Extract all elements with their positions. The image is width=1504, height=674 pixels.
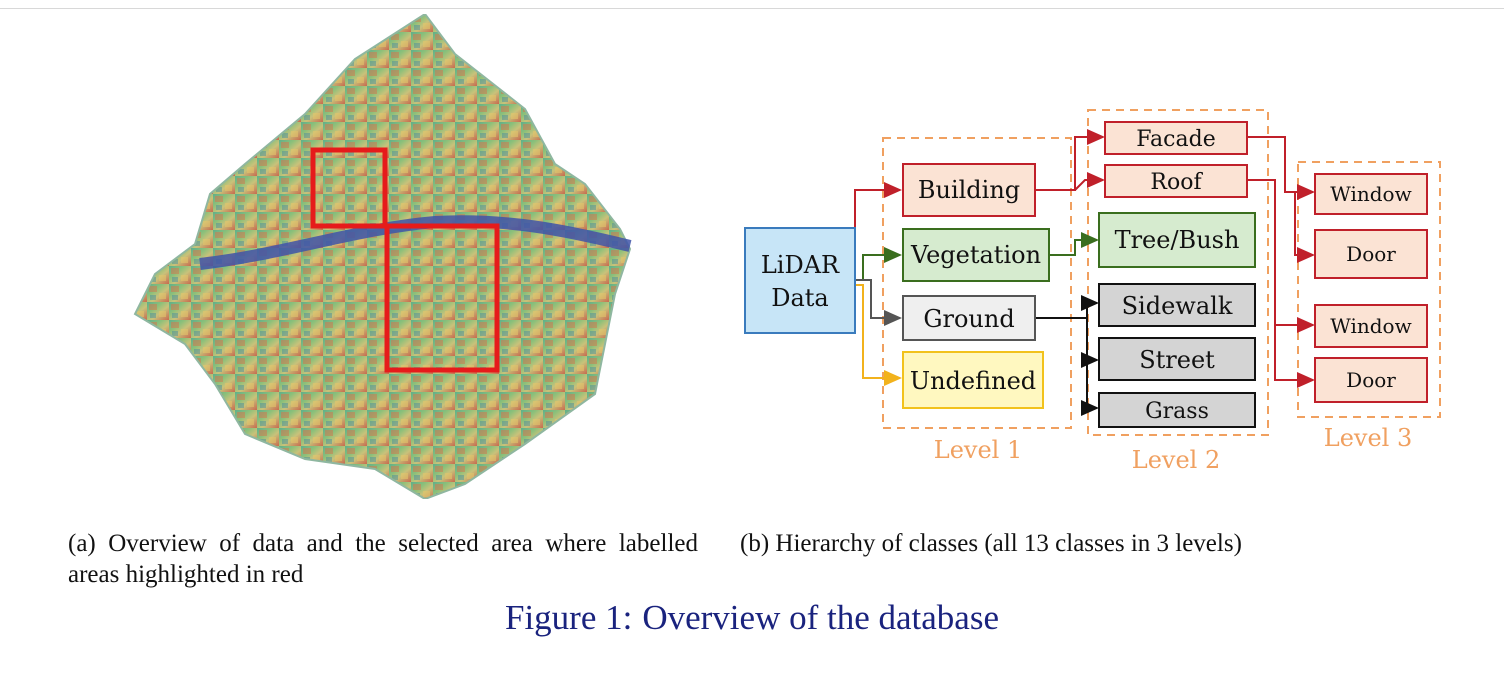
node-door-1: Door xyxy=(1314,229,1428,279)
edge-ground-street xyxy=(1081,318,1099,368)
subfigure-a-caption: (a) Overview of data and the selected ar… xyxy=(68,530,698,588)
svg-text:Grass: Grass xyxy=(1145,399,1209,424)
svg-text:Undefined: Undefined xyxy=(910,367,1036,395)
node-lidar-data: LiDAR Data xyxy=(744,227,856,334)
node-window-1: Window xyxy=(1314,173,1428,215)
node-vegetation: Vegetation xyxy=(902,228,1050,282)
subfigure-b-caption: (b) Hierarchy of classes (all 13 classes… xyxy=(740,530,1242,557)
level2-label: Level 2 xyxy=(1132,446,1220,474)
svg-text:Tree/Bush: Tree/Bush xyxy=(1115,226,1240,254)
page-top-rule xyxy=(0,0,1504,9)
level1-label: Level 1 xyxy=(934,436,1022,464)
node-undefined: Undefined xyxy=(902,351,1044,409)
labelled-area-1 xyxy=(310,147,388,229)
edge-ground-grass xyxy=(1081,360,1099,416)
svg-text:LiDAR: LiDAR xyxy=(761,251,840,279)
edge-root-building xyxy=(854,182,902,280)
figure-caption: Figure 1: Overview of the database xyxy=(0,598,1504,638)
svg-text:Vegetation: Vegetation xyxy=(910,241,1041,269)
svg-text:Street: Street xyxy=(1139,346,1215,374)
svg-text:Building: Building xyxy=(918,176,1020,204)
svg-text:Ground: Ground xyxy=(923,305,1014,333)
node-door-2: Door xyxy=(1314,357,1428,403)
edge-ground-sidewalk xyxy=(1035,295,1099,319)
svg-text:Data: Data xyxy=(771,284,829,312)
node-ground: Ground xyxy=(902,295,1036,341)
labelled-area-2 xyxy=(384,223,500,373)
figure-number: Figure 1: xyxy=(504,598,633,637)
edge-facade-window xyxy=(1247,136,1315,200)
svg-text:Window: Window xyxy=(1330,182,1411,206)
edge-facade-door xyxy=(1285,191,1315,263)
svg-text:Facade: Facade xyxy=(1136,127,1215,152)
figure-title-text: Overview of the database xyxy=(642,598,999,637)
node-facade: Facade xyxy=(1104,121,1248,155)
svg-text:Door: Door xyxy=(1346,368,1396,392)
edge-root-ground xyxy=(855,279,902,326)
river xyxy=(199,215,632,270)
node-tree-bush: Tree/Bush xyxy=(1098,212,1256,268)
node-window-2: Window xyxy=(1314,304,1428,348)
svg-text:Roof: Roof xyxy=(1150,170,1203,195)
node-street: Street xyxy=(1098,337,1256,381)
level3-label: Level 3 xyxy=(1324,424,1412,452)
class-hierarchy-diagram: Level 1 Level 2 Level 3 LiDAR Data xyxy=(735,100,1495,480)
lidar-overview-map xyxy=(125,12,645,501)
node-roof: Roof xyxy=(1104,164,1248,198)
edge-root-undefined xyxy=(855,284,902,386)
edge-building-roof xyxy=(1074,172,1105,191)
level3-frame xyxy=(1297,161,1441,418)
svg-text:Door: Door xyxy=(1346,242,1396,266)
edge-roof-window xyxy=(1247,179,1315,333)
edge-roof-door xyxy=(1274,325,1315,388)
svg-text:Sidewalk: Sidewalk xyxy=(1122,292,1233,320)
edge-root-vegetation xyxy=(862,247,902,280)
node-building: Building xyxy=(902,163,1036,217)
node-sidewalk: Sidewalk xyxy=(1098,283,1256,327)
edge-vegetation-tree xyxy=(1049,232,1099,256)
map-shape xyxy=(133,12,632,501)
edge-building-facade xyxy=(1035,129,1105,191)
level2-frame xyxy=(1087,109,1269,436)
svg-text:Window: Window xyxy=(1330,314,1411,338)
node-grass: Grass xyxy=(1098,392,1256,428)
